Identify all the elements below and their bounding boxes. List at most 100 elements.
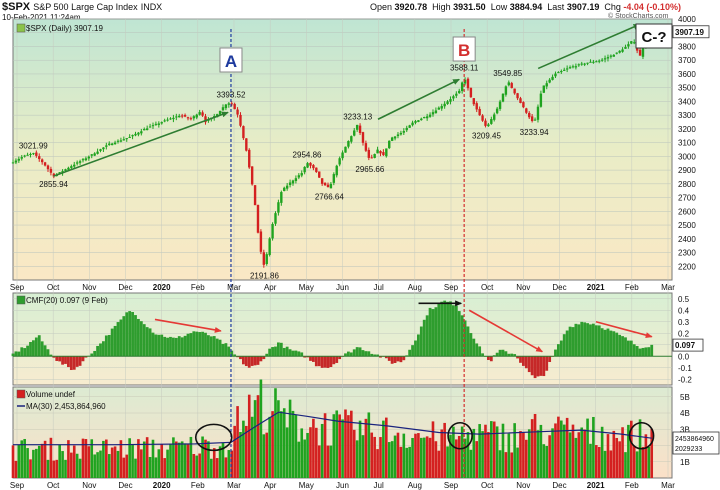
volume-bar — [557, 416, 560, 478]
volume-bar — [446, 446, 449, 478]
price-candle — [326, 184, 330, 188]
price-annotation: 3021.99 — [19, 141, 48, 150]
cmf-trend-arrow — [154, 318, 222, 333]
price-candle — [46, 165, 50, 170]
price-tick-label: 3200 — [678, 125, 696, 134]
volume-bar — [282, 408, 286, 478]
volume-bar — [131, 444, 134, 478]
cmf-bar — [472, 338, 476, 357]
volume-bar — [157, 449, 161, 478]
cmf-bar — [574, 323, 578, 357]
cmf-bar — [247, 356, 251, 368]
x-label-bottom: Apr — [264, 481, 277, 490]
cmf-bar — [209, 336, 213, 357]
price-candle — [175, 116, 178, 118]
price-candle — [64, 169, 67, 171]
symbol: $SPX — [2, 1, 31, 13]
volume-bar — [303, 439, 306, 478]
volume-bar — [180, 441, 184, 478]
cmf-bar — [52, 356, 56, 358]
price-annotation: 2855.94 — [39, 180, 68, 189]
price-annotation: 3393.52 — [217, 90, 246, 99]
price-candle — [274, 213, 277, 224]
cmf-bar — [306, 356, 309, 358]
cmf-bar — [466, 326, 470, 357]
cmf-bar — [338, 356, 342, 360]
volume-bar — [393, 435, 397, 478]
volume-bar — [84, 439, 88, 478]
volume-bar — [536, 430, 540, 478]
volume-bar — [352, 429, 356, 478]
volume-last-value-1: 2453864960 — [675, 436, 714, 443]
cmf-bar — [635, 346, 639, 357]
price-candle — [583, 63, 586, 65]
cmf-bar — [513, 354, 517, 357]
price-candle — [385, 148, 388, 157]
cmf-bar — [460, 315, 464, 357]
cmf-bar — [583, 322, 587, 357]
volume-bar — [533, 413, 537, 478]
volume-bar — [341, 419, 344, 478]
cmf-bar — [279, 342, 283, 357]
cmf-bar — [46, 349, 50, 357]
volume-last-box — [672, 431, 720, 455]
volume-bar — [177, 442, 181, 478]
price-candle — [248, 149, 251, 168]
x-label-bottom: Sep — [444, 481, 459, 490]
volume-bar — [93, 454, 96, 478]
cmf-bar — [122, 316, 126, 357]
cmf-bar — [504, 351, 508, 357]
cmf-bar — [376, 354, 379, 357]
change-value: -4.04 (-0.10%) — [623, 2, 681, 12]
volume-bar — [545, 445, 549, 478]
price-candle — [180, 115, 184, 117]
volume-bar — [586, 418, 589, 478]
price-tick-label: 3700 — [678, 56, 696, 65]
price-tick-label: 2900 — [678, 166, 696, 175]
volume-bar — [125, 454, 129, 478]
volume-bar — [309, 427, 312, 478]
volume-bar — [455, 439, 458, 478]
x-label-bottom: Nov — [516, 481, 530, 490]
volume-bar — [52, 460, 56, 478]
price-tick-label: 2600 — [678, 207, 696, 216]
volume-bar — [210, 458, 213, 478]
cmf-bar — [312, 356, 315, 362]
price-candle — [341, 152, 344, 159]
cmf-bar — [239, 356, 242, 360]
price-candle — [536, 106, 540, 120]
volume-bar — [312, 418, 315, 478]
open-value: 3920.78 — [394, 2, 428, 12]
volume-bar — [425, 436, 429, 478]
volume-bar — [67, 440, 70, 478]
price-last-box — [672, 25, 710, 39]
price-candle — [571, 66, 575, 68]
price-candle — [539, 93, 543, 107]
price-candle — [108, 143, 111, 145]
volume-bar — [603, 450, 607, 478]
price-candle — [382, 152, 385, 156]
x-label-bottom: Jun — [336, 481, 349, 490]
price-candle — [70, 166, 73, 168]
price-candle — [621, 49, 624, 52]
price-candle — [463, 79, 467, 84]
x-label-bottom: Feb — [625, 481, 639, 490]
volume-bar — [166, 449, 169, 478]
price-candle — [475, 103, 478, 110]
price-candle — [560, 71, 563, 73]
volume-bar — [169, 443, 172, 478]
volume-bar — [522, 432, 525, 478]
cmf-tick-label: 0.3 — [678, 318, 690, 327]
cmf-bar — [259, 356, 263, 362]
volume-bar — [87, 446, 91, 478]
volume-bar — [644, 434, 648, 478]
volume-bar — [641, 446, 645, 478]
index-name: S&P 500 Large Cap Index — [33, 2, 138, 12]
price-candle — [318, 171, 321, 178]
cmf-trend-arrow — [595, 320, 653, 339]
price-candle — [460, 82, 464, 92]
price-candle — [615, 52, 618, 54]
cmf-bar — [516, 356, 519, 359]
price-candle — [99, 149, 102, 151]
volume-bar — [192, 453, 196, 478]
